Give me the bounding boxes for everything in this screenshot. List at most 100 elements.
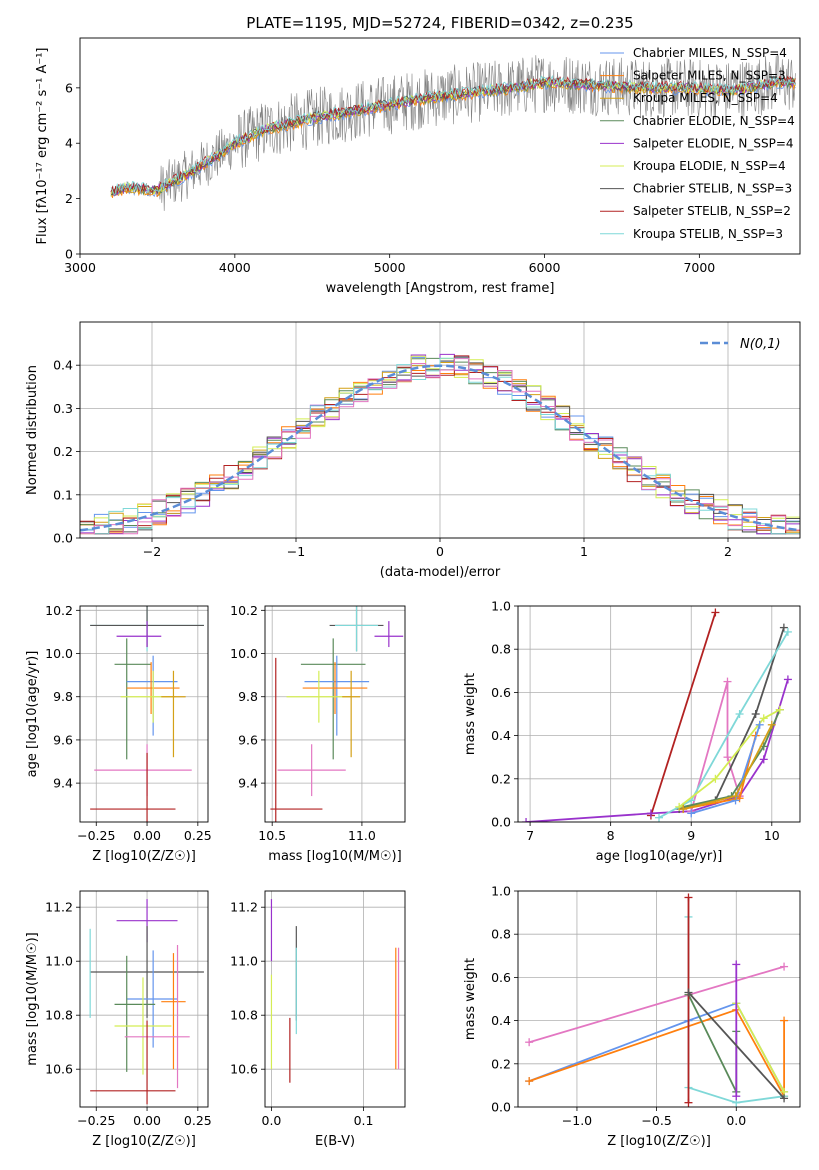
- y-tick-label: 10.6: [230, 1062, 258, 1077]
- plus-marker: [646, 809, 655, 818]
- y-tick-label: 2: [65, 191, 73, 206]
- panel-residuals: −2 −1 0 1 2 0.0 0.1 0.2 0.3 0.4 (data-model)/error…: [25, 321, 801, 580]
- plus-marker: [522, 818, 531, 822]
- data-point: [90, 1020, 176, 1105]
- model-spectrum: [110, 75, 796, 195]
- data-point: [161, 953, 186, 1070]
- x-tick-label: −0.25: [77, 1113, 115, 1128]
- legend-entry: Chabrier ELODIE, N_SSP=4: [633, 114, 795, 128]
- plus-marker: [783, 675, 792, 684]
- x-axis-label: age [log10(age/yr)]: [596, 849, 723, 864]
- axes-frame: [79, 321, 801, 539]
- x-tick-label: 8: [607, 828, 615, 843]
- y-tick-label: 10.0: [230, 646, 258, 661]
- data-point: [114, 977, 172, 1075]
- x-tick-label: 10.5: [258, 828, 286, 843]
- plot-area: [89, 899, 204, 1105]
- x-tick-label: −0.5: [641, 1113, 671, 1128]
- y-tick-label: 10.8: [45, 1008, 73, 1023]
- plot-area: [525, 893, 789, 1107]
- weight-line: [650, 612, 717, 816]
- data-point: [114, 638, 152, 760]
- y-tick-label: 1.0: [491, 884, 511, 899]
- weight-line: [678, 627, 785, 810]
- y-tick-label: 0: [65, 247, 73, 262]
- data-point: [277, 744, 346, 797]
- y-axis-label: mass [log10(M/M☉)]: [25, 932, 40, 1065]
- plus-marker: [767, 720, 776, 729]
- legend-entry: Chabrier MILES, N_SSP=4: [633, 46, 787, 60]
- y-axis-label: mass weight: [463, 673, 478, 755]
- plot-area: [522, 608, 792, 822]
- plus-marker: [732, 1092, 741, 1101]
- y-tick-label: 1.0: [491, 599, 511, 614]
- weight-line: [687, 994, 738, 1093]
- legend-entry: Salpeter STELIB, N_SSP=2: [633, 204, 791, 218]
- y-axis-label: mass weight: [463, 958, 478, 1040]
- panel-mass-weight-vs-age: 7 8 9 10 0.0 0.2 0.4 0.6 0.8 1.0 age [log10(age/yr…: [463, 599, 801, 864]
- y-tick-label: 0.6: [491, 970, 511, 985]
- y-tick-label: 9.4: [53, 776, 73, 791]
- weight-line: [690, 681, 741, 812]
- x-tick-label: 9: [687, 828, 695, 843]
- panel-mass-weight-vs-Z: −1.0 −0.5 0.0 0.0 0.2 0.4 0.6 0.8 1.0 Z [log10(Z/…: [463, 884, 801, 1149]
- y-tick-label: 0.4: [491, 1013, 511, 1028]
- panel-mass-vs-Z: −0.25 0.00 0.25 10.6 10.8 11.0 11.2 Z [log10(Z/…: [25, 890, 212, 1149]
- x-tick-label: 5000: [374, 260, 406, 275]
- axes-frame: [79, 605, 209, 823]
- x-tick-label: 2: [724, 544, 732, 559]
- x-axis-label: E(B-V): [315, 1134, 355, 1149]
- x-axis-label: Z [log10(Z/Z☉)]: [92, 1134, 196, 1149]
- y-tick-label: 0.2: [53, 444, 73, 459]
- y-tick-label: 10.2: [230, 603, 258, 618]
- plot-area: [80, 353, 800, 535]
- y-tick-label: 11.2: [230, 900, 258, 915]
- y-tick-label: 0.6: [491, 685, 511, 700]
- plus-marker: [751, 710, 760, 718]
- axes-frame: [264, 890, 406, 1108]
- legend-entry: Kroupa STELIB, N_SSP=3: [633, 227, 783, 241]
- y-tick-label: 0.8: [491, 927, 511, 942]
- plus-marker: [684, 1098, 693, 1107]
- data-point: [302, 662, 368, 714]
- plus-marker: [755, 720, 764, 729]
- x-tick-label: −1: [287, 544, 305, 559]
- weight-line: [528, 1008, 785, 1097]
- plot-area: [110, 53, 796, 211]
- plus-marker: [783, 627, 792, 636]
- x-tick-label: 4000: [219, 260, 251, 275]
- data-point: [374, 621, 404, 648]
- x-tick-label: −0.25: [77, 828, 115, 843]
- weight-line: [528, 965, 785, 1044]
- weight-line: [526, 679, 789, 822]
- legend-entry: N(0,1): [740, 337, 781, 352]
- weight-line: [735, 1002, 785, 1093]
- y-tick-label: 0.3: [53, 401, 73, 416]
- plus-marker: [723, 753, 732, 762]
- y-tick-label: 11.0: [45, 954, 73, 969]
- axes-frame: [517, 605, 801, 823]
- x-tick-label: −2: [143, 544, 161, 559]
- plus-marker: [684, 988, 693, 997]
- plot-area: [270, 606, 404, 822]
- y-tick-label: 6: [65, 80, 73, 95]
- axes-frame: [517, 890, 801, 1108]
- x-axis-label: mass [log10(M/M☉)]: [268, 849, 401, 864]
- data-point: [300, 638, 366, 760]
- y-tick-label: 11.2: [45, 900, 73, 915]
- plot-area: [90, 606, 204, 822]
- x-axis-label: (data-model)/error: [380, 565, 501, 580]
- plus-marker: [775, 705, 784, 714]
- weight-line: [687, 991, 785, 1100]
- plus-marker: [684, 893, 693, 902]
- axes-frame: [79, 37, 801, 255]
- x-tick-label: 6000: [529, 260, 561, 275]
- data-point: [286, 670, 352, 723]
- y-tick-label: 0.2: [491, 1056, 511, 1071]
- x-axis-label: Z [log10(Z/Z☉)]: [607, 1134, 711, 1149]
- panel-age-vs-Z: −0.25 0.00 0.25 9.4 9.6 9.8 10.0 10.2 Z [log10(Z…: [25, 603, 212, 864]
- legend-entry: Kroupa ELODIE, N_SSP=4: [633, 159, 786, 173]
- x-tick-label: 0.0: [262, 1113, 282, 1128]
- y-tick-label: 11.0: [230, 954, 258, 969]
